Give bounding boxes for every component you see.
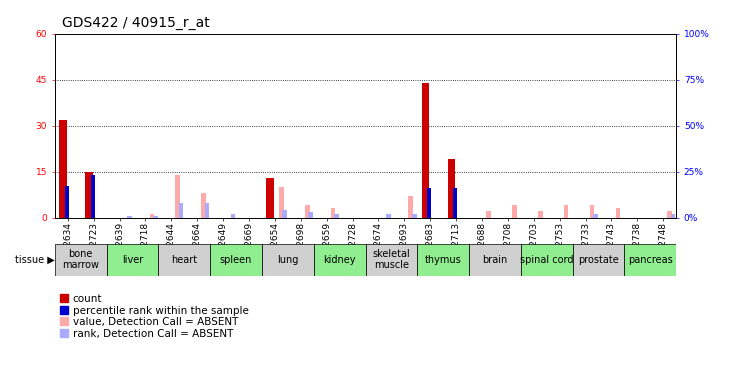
Bar bbox=[572, 244, 624, 276]
Bar bbox=[107, 244, 159, 276]
Bar bbox=[55, 244, 107, 276]
Bar bbox=[159, 244, 211, 276]
Bar bbox=[667, 211, 672, 217]
Bar bbox=[521, 244, 572, 276]
Bar bbox=[422, 83, 429, 218]
Bar bbox=[266, 178, 274, 218]
Bar bbox=[279, 187, 284, 218]
Text: prostate: prostate bbox=[578, 255, 619, 265]
Bar bbox=[412, 214, 417, 217]
Bar bbox=[671, 214, 675, 217]
Text: skeletal
muscle: skeletal muscle bbox=[373, 249, 410, 270]
Bar bbox=[447, 159, 455, 218]
Bar bbox=[59, 120, 67, 218]
Bar bbox=[211, 244, 262, 276]
Bar bbox=[409, 196, 413, 217]
Text: liver: liver bbox=[122, 255, 143, 265]
Bar bbox=[538, 211, 542, 217]
Text: spinal cord: spinal cord bbox=[520, 255, 574, 265]
Bar bbox=[366, 244, 417, 276]
Bar bbox=[65, 186, 69, 218]
Bar bbox=[590, 205, 594, 218]
Bar bbox=[305, 205, 309, 218]
Bar bbox=[616, 209, 620, 218]
Bar bbox=[512, 205, 517, 218]
Bar bbox=[386, 214, 390, 217]
Bar bbox=[150, 214, 154, 217]
Bar bbox=[179, 203, 183, 217]
Text: heart: heart bbox=[171, 255, 197, 265]
Text: spleen: spleen bbox=[220, 255, 252, 265]
Bar bbox=[453, 188, 457, 218]
Bar bbox=[175, 175, 180, 217]
Bar bbox=[230, 214, 235, 217]
Bar bbox=[593, 214, 598, 217]
Bar bbox=[469, 244, 520, 276]
Bar bbox=[205, 203, 209, 217]
Bar bbox=[486, 211, 491, 217]
Bar bbox=[564, 205, 569, 218]
Text: tissue ▶: tissue ▶ bbox=[15, 255, 55, 265]
Bar bbox=[314, 244, 366, 276]
Bar bbox=[262, 244, 314, 276]
Bar bbox=[427, 188, 431, 218]
Bar bbox=[624, 244, 676, 276]
Text: kidney: kidney bbox=[323, 255, 356, 265]
Bar bbox=[201, 193, 206, 217]
Text: thymus: thymus bbox=[425, 255, 461, 265]
Text: GDS422 / 40915_r_at: GDS422 / 40915_r_at bbox=[62, 16, 210, 30]
Bar bbox=[127, 216, 132, 217]
Bar bbox=[153, 216, 158, 217]
Legend: count, percentile rank within the sample, value, Detection Call = ABSENT, rank, : count, percentile rank within the sample… bbox=[60, 294, 249, 339]
Text: lung: lung bbox=[277, 255, 298, 265]
Bar bbox=[331, 209, 336, 218]
Text: pancreas: pancreas bbox=[628, 255, 673, 265]
Bar bbox=[282, 210, 287, 218]
Bar bbox=[91, 175, 94, 217]
Text: bone
marrow: bone marrow bbox=[62, 249, 99, 270]
Bar bbox=[85, 172, 93, 217]
Bar bbox=[308, 212, 313, 217]
Text: brain: brain bbox=[482, 255, 507, 265]
Bar bbox=[417, 244, 469, 276]
Bar bbox=[334, 214, 339, 217]
